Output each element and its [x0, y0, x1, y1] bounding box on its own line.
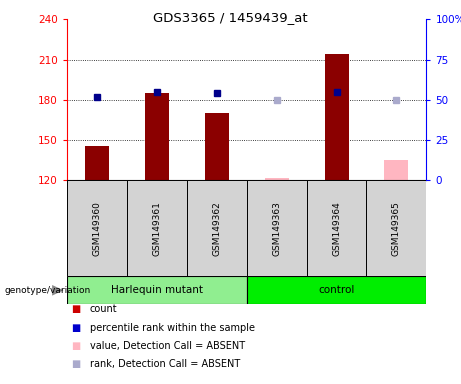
- Text: GSM149362: GSM149362: [212, 201, 221, 256]
- Text: GSM149363: GSM149363: [272, 201, 281, 256]
- Bar: [325, 54, 349, 180]
- Text: GSM149365: GSM149365: [392, 201, 401, 256]
- Text: GDS3365 / 1459439_at: GDS3365 / 1459439_at: [153, 12, 308, 25]
- Text: Harlequin mutant: Harlequin mutant: [111, 285, 203, 295]
- Bar: [307, 180, 366, 276]
- Bar: [85, 146, 109, 180]
- Text: genotype/variation: genotype/variation: [5, 286, 91, 295]
- Text: GSM149360: GSM149360: [92, 201, 101, 256]
- Bar: [127, 180, 187, 276]
- Text: GSM149361: GSM149361: [152, 201, 161, 256]
- Text: rank, Detection Call = ABSENT: rank, Detection Call = ABSENT: [90, 359, 240, 369]
- Bar: [247, 180, 307, 276]
- Bar: [145, 93, 169, 180]
- Polygon shape: [52, 285, 64, 296]
- Text: GSM149364: GSM149364: [332, 201, 341, 256]
- Bar: [384, 161, 408, 180]
- Text: control: control: [319, 285, 355, 295]
- Bar: [366, 180, 426, 276]
- Text: percentile rank within the sample: percentile rank within the sample: [90, 323, 255, 333]
- Text: ■: ■: [71, 323, 81, 333]
- Bar: [247, 276, 426, 304]
- Bar: [265, 178, 289, 180]
- Text: value, Detection Call = ABSENT: value, Detection Call = ABSENT: [90, 341, 245, 351]
- Bar: [67, 276, 247, 304]
- Text: ■: ■: [71, 304, 81, 314]
- Bar: [205, 113, 229, 180]
- Text: count: count: [90, 304, 118, 314]
- Bar: [187, 180, 247, 276]
- Bar: [67, 180, 127, 276]
- Text: ■: ■: [71, 341, 81, 351]
- Text: ■: ■: [71, 359, 81, 369]
